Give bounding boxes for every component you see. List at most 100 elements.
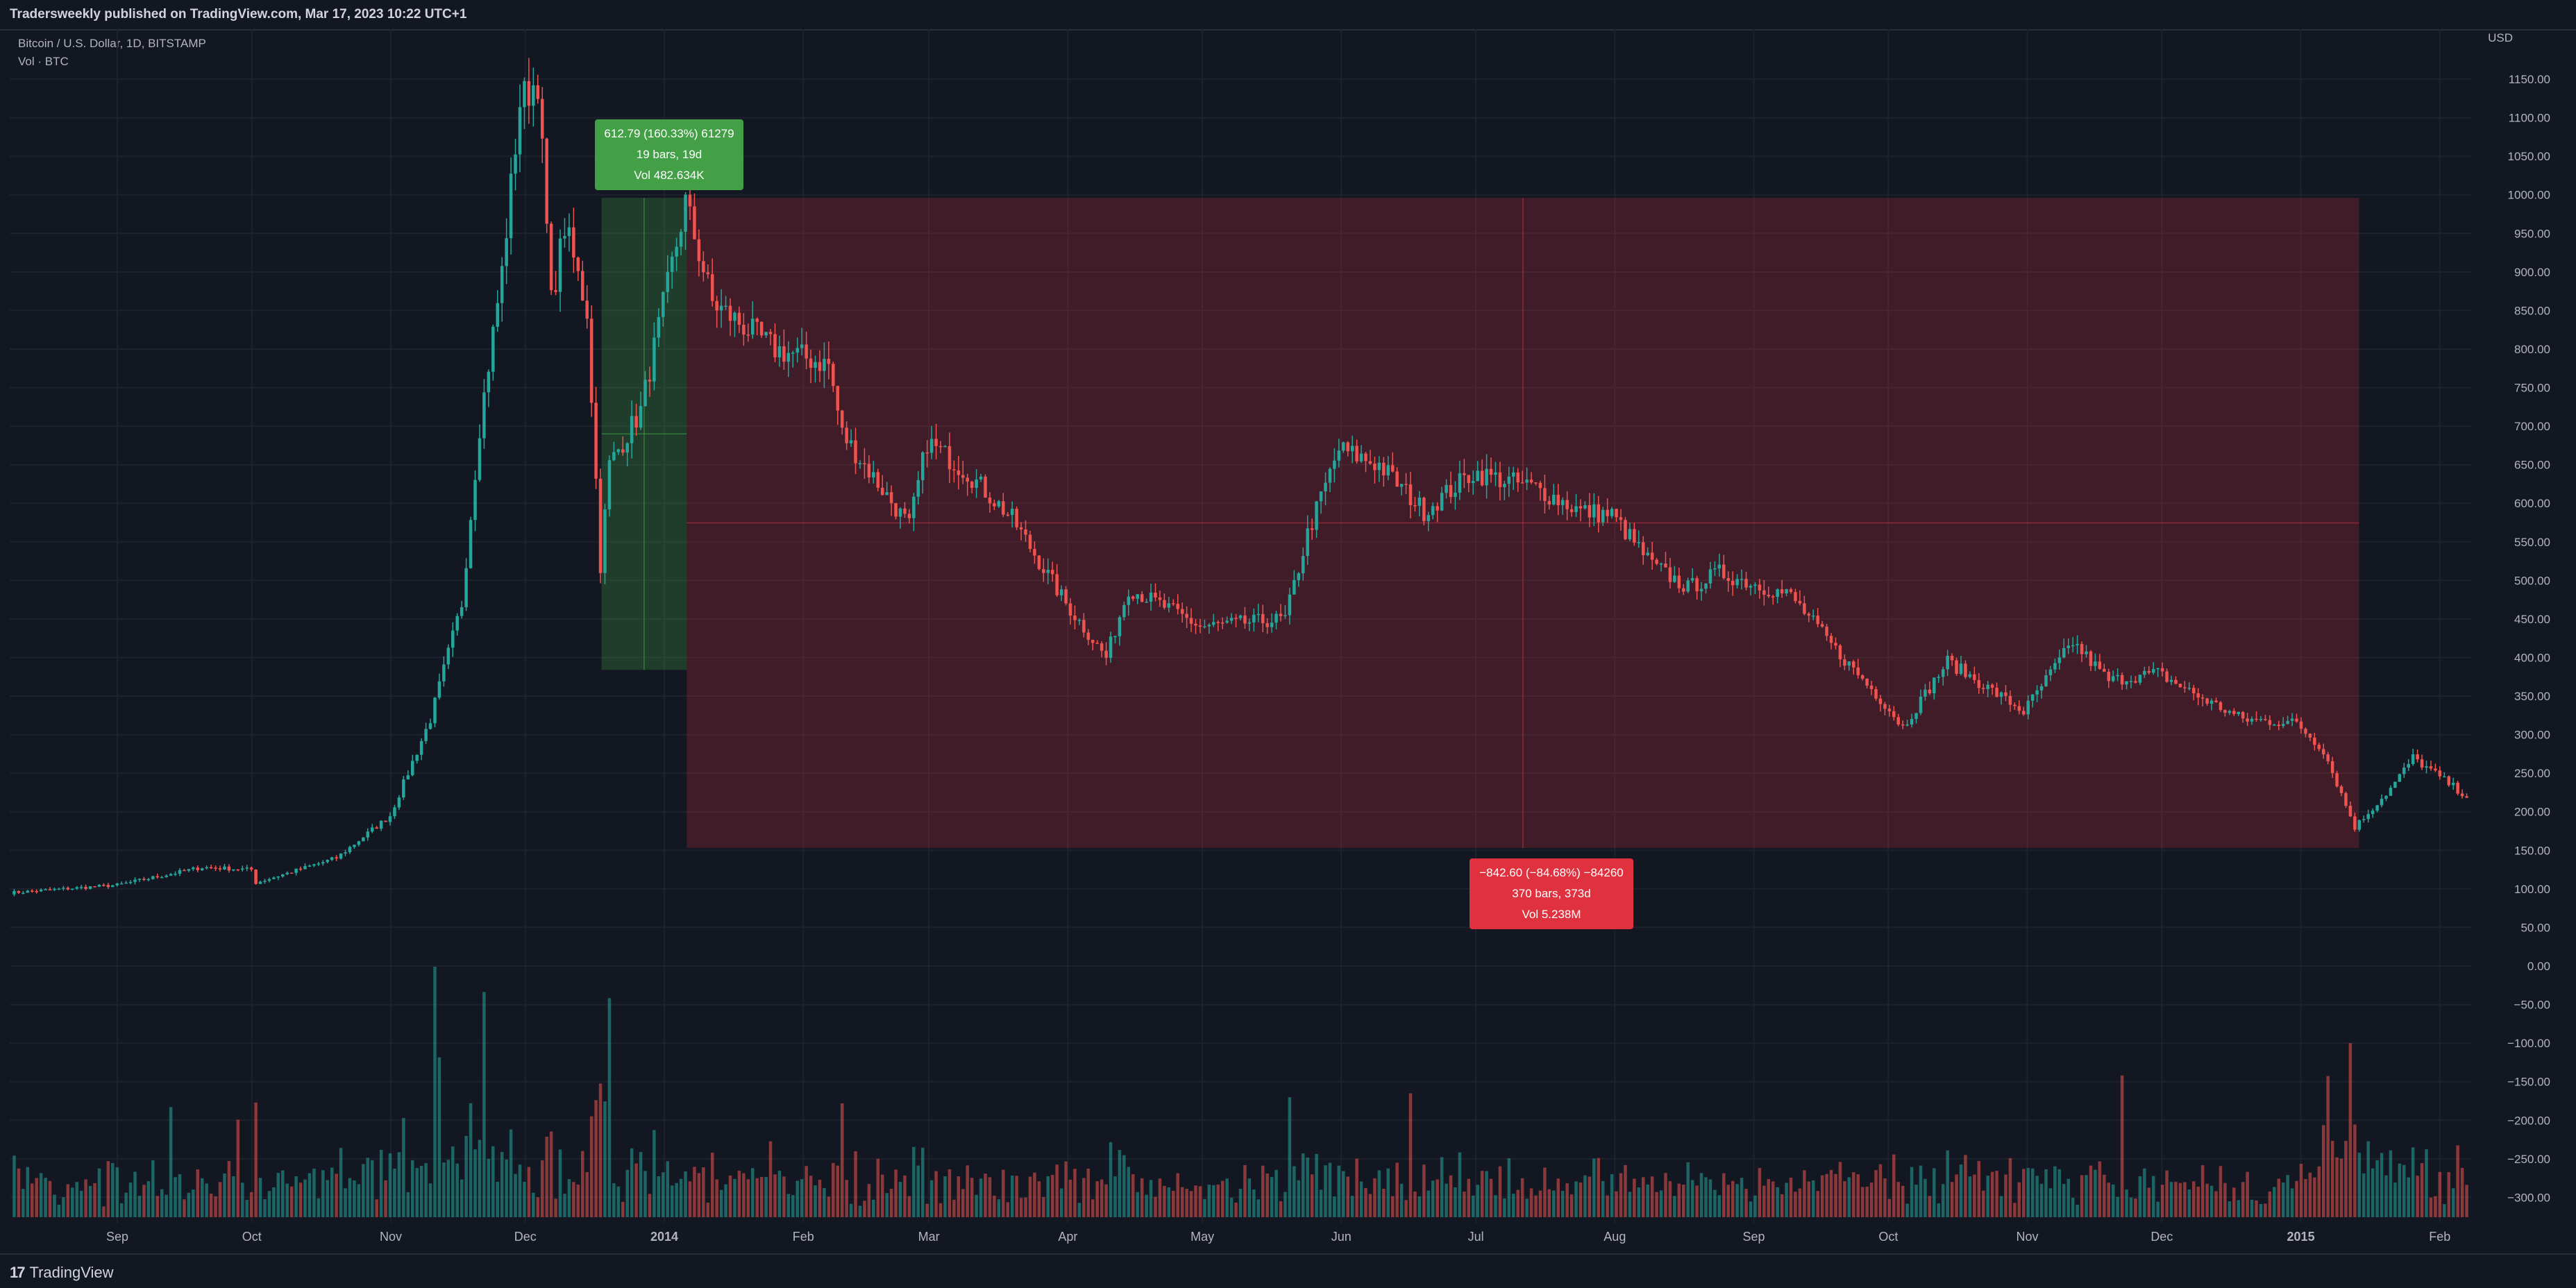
candle: [742, 313, 746, 346]
candle: [2120, 672, 2124, 690]
y-tick-label: 1150.00: [2509, 73, 2550, 86]
volume-bar: [1346, 1176, 1349, 1217]
tradingview-logo[interactable]: 17 TradingView: [10, 1264, 114, 1282]
volume-bar: [1794, 1192, 1797, 1217]
candle: [630, 400, 634, 459]
volume-bar: [276, 1173, 280, 1217]
volume-bar: [1955, 1174, 1958, 1217]
candle: [209, 865, 213, 870]
volume-bar: [366, 1158, 370, 1217]
volume-bar: [1597, 1158, 1601, 1217]
volume-bar: [1869, 1183, 1874, 1217]
volume-bar: [755, 1178, 759, 1217]
volume-bar: [2209, 1185, 2214, 1217]
volume-bar: [567, 1179, 571, 1217]
volume-bar: [1592, 1158, 1596, 1217]
candle: [764, 332, 768, 338]
candle: [1990, 683, 1994, 695]
candle: [1426, 511, 1431, 532]
volume-bar: [2035, 1176, 2039, 1217]
volume-bar: [1914, 1185, 1918, 1217]
candle: [920, 451, 925, 494]
candle: [1646, 547, 1649, 557]
volume-bar: [151, 1160, 155, 1217]
candle: [388, 812, 392, 826]
candle: [276, 876, 280, 881]
candle: [607, 455, 612, 517]
candle: [505, 218, 508, 285]
candle: [724, 296, 727, 310]
volume-bar: [2402, 1164, 2406, 1217]
volume-bar: [1538, 1190, 1542, 1217]
volume-bar: [728, 1175, 732, 1217]
volume-bar: [165, 1194, 168, 1217]
candle: [214, 865, 217, 872]
candle: [1270, 613, 1274, 633]
volume-bar: [800, 1179, 804, 1217]
candle: [12, 889, 16, 897]
volume-legend[interactable]: Vol · BTC: [18, 55, 69, 68]
price-chart[interactable]: USD 1150.00 1100.00 1050.00 1000.00 950.00 900…: [0, 29, 2576, 1253]
volume-bar: [1436, 1179, 1439, 1217]
volume-bar: [1390, 1196, 1395, 1217]
volume-bar: [2165, 1170, 2169, 1217]
time-axis[interactable]: Sep Oct Nov Dec 2014 Feb Mar Apr May Jun Jul Aug Sep…: [106, 1230, 2450, 1244]
volume-bar: [1690, 1180, 1694, 1217]
y-tick-label: 150.00: [2514, 844, 2550, 857]
y-tick-label: 650.00: [2514, 459, 2550, 472]
volume-bar: [679, 1178, 683, 1217]
measure-down-line2: 370 bars, 373d: [1512, 887, 1591, 900]
volume-bar: [335, 1173, 338, 1217]
candle: [1386, 456, 1390, 481]
volume-bar: [1386, 1168, 1390, 1217]
price-axis[interactable]: USD 1150.00 1100.00 1050.00 1000.00 950.00 900…: [2488, 31, 2550, 1204]
volume-bar: [880, 1174, 884, 1217]
volume-bar: [487, 1158, 491, 1217]
candle: [1265, 618, 1269, 634]
symbol-legend[interactable]: Bitcoin / U.S. Dollar, 1D, BITSTAMP: [18, 37, 206, 50]
candle: [827, 341, 831, 380]
volume-bar: [187, 1192, 191, 1217]
volume-bar: [285, 1183, 289, 1217]
volume-bar: [1449, 1175, 1453, 1217]
volume-bar: [44, 1178, 47, 1217]
volume-bar: [192, 1189, 195, 1217]
candle: [1933, 677, 1936, 700]
candle: [1673, 566, 1676, 584]
volume-bar: [1874, 1170, 1878, 1217]
volume-bar: [693, 1167, 696, 1217]
volume-bar: [2366, 1141, 2370, 1217]
candle: [1256, 603, 1261, 622]
candle: [1042, 558, 1045, 582]
y-tick-label: 50.00: [2520, 921, 2550, 934]
candle: [625, 442, 629, 467]
candle: [2165, 668, 2169, 683]
volume-bar: [236, 1119, 240, 1217]
volume-bar: [419, 1165, 423, 1217]
volume-bar: [1104, 1184, 1108, 1217]
candle: [523, 77, 526, 130]
candle: [160, 875, 164, 879]
y-tick-label: 900.00: [2514, 266, 2550, 279]
volume-bar: [840, 1103, 844, 1217]
volume-bar: [2223, 1183, 2227, 1217]
volume-bar: [2094, 1169, 2097, 1217]
candle: [2402, 763, 2406, 778]
volume-bar: [1673, 1196, 1676, 1217]
candle: [1390, 452, 1395, 473]
volume-bar: [545, 1136, 548, 1217]
volume-bar: [1127, 1167, 1131, 1217]
volume-bar: [1789, 1178, 1793, 1217]
candle: [1771, 594, 1775, 605]
volume-bar: [142, 1185, 146, 1217]
candle: [746, 323, 750, 342]
volume-bar: [2407, 1177, 2410, 1217]
volume-bar: [1328, 1162, 1332, 1217]
y-tick-label: 850.00: [2514, 304, 2550, 317]
volume-bar: [1937, 1203, 1941, 1217]
candle: [1628, 523, 1632, 541]
volume-bar: [1964, 1155, 1967, 1217]
volume-bar: [943, 1176, 947, 1217]
candle: [384, 820, 387, 822]
candle: [1556, 484, 1560, 516]
